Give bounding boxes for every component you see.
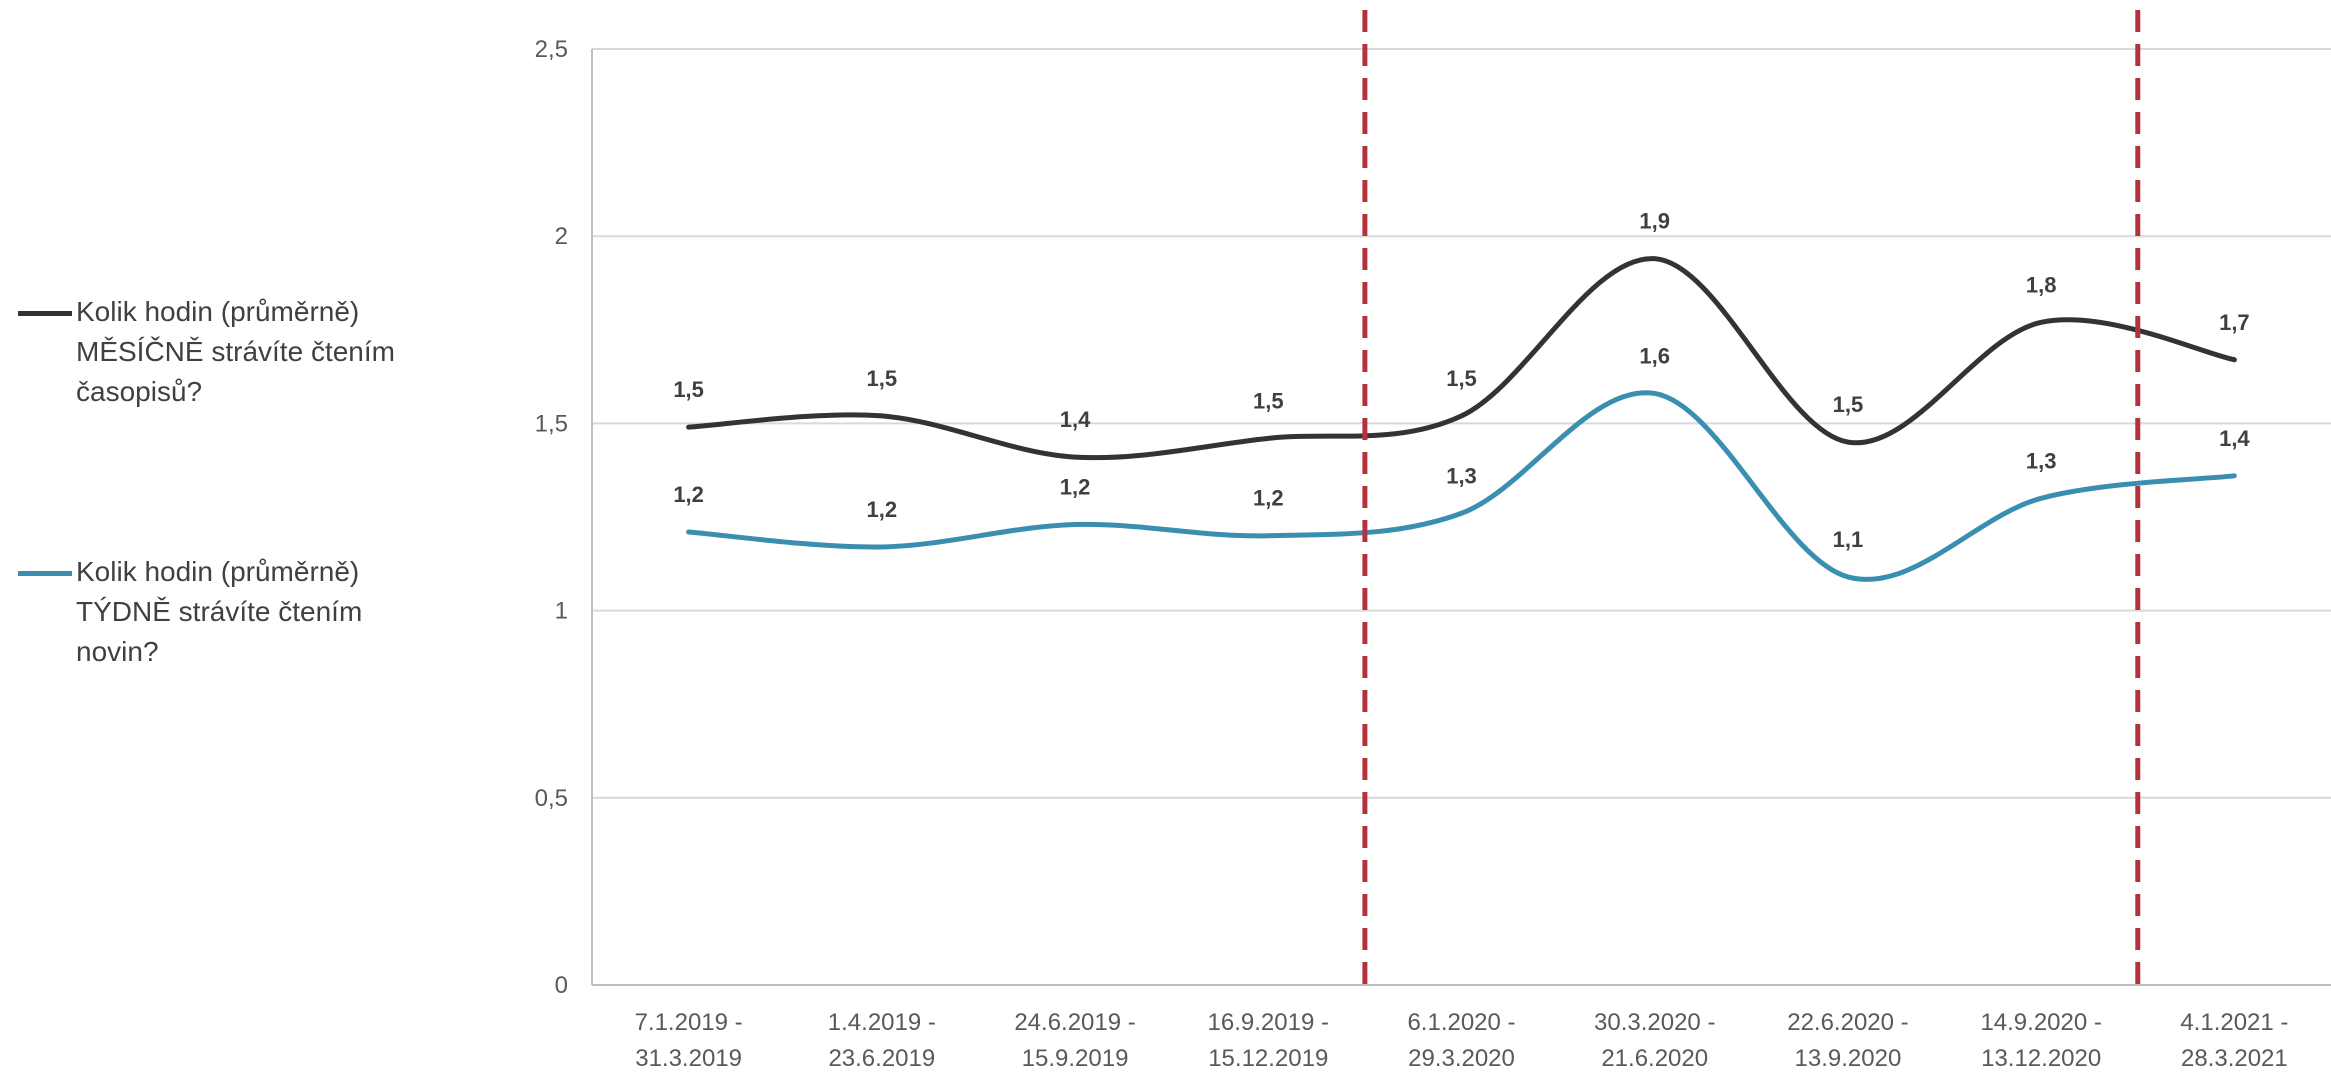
data-label: 1,5 bbox=[1253, 388, 1284, 413]
data-label: 1,1 bbox=[1833, 527, 1864, 552]
x-tick-label: 7.1.2019 -31.3.2019 bbox=[635, 1009, 743, 1072]
data-label: 1,3 bbox=[1446, 463, 1477, 488]
series-line-magazines bbox=[686, 256, 2237, 461]
data-label: 1,6 bbox=[1639, 343, 1670, 368]
x-tick-label: 16.9.2019 -15.12.2019 bbox=[1208, 1009, 1329, 1072]
x-tick-label: 6.1.2020 -29.3.2020 bbox=[1407, 1009, 1515, 1072]
data-label: 1,2 bbox=[867, 497, 898, 522]
y-tick-label: 0,5 bbox=[535, 785, 568, 812]
data-label: 1,2 bbox=[1060, 474, 1091, 499]
legend-item-weekly-newspapers: Kolik hodin (průměrně) TÝDNĚ strávíte čt… bbox=[18, 552, 418, 672]
y-tick-label: 2 bbox=[555, 223, 568, 250]
data-point bbox=[1845, 574, 1850, 579]
x-tick-label: 24.6.2019 -15.9.2019 bbox=[1014, 1009, 1135, 1072]
legend-swatch-magazines bbox=[18, 311, 72, 316]
data-label: 1,5 bbox=[1833, 392, 1864, 417]
x-tick-label: 1.4.2019 -23.6.2019 bbox=[828, 1009, 936, 1072]
data-label: 1,2 bbox=[1253, 486, 1284, 511]
data-label: 1,5 bbox=[1446, 366, 1477, 391]
data-point bbox=[1073, 455, 1078, 460]
legend-label-line: Kolik hodin (průměrně) bbox=[76, 296, 360, 327]
data-point bbox=[686, 425, 691, 430]
data-point bbox=[2039, 496, 2044, 501]
legend-swatch-newspapers bbox=[18, 571, 72, 576]
y-tick-label: 1 bbox=[555, 598, 568, 625]
data-label: 1,2 bbox=[673, 482, 704, 507]
y-tick-label: 2,5 bbox=[535, 36, 568, 63]
x-tick-label: 22.6.2020 -13.9.2020 bbox=[1787, 1009, 1908, 1072]
data-point bbox=[1652, 256, 1657, 261]
data-label: 1,5 bbox=[673, 377, 704, 402]
x-tick-label: 14.9.2020 -13.12.2020 bbox=[1980, 1009, 2101, 1072]
y-tick-label: 1,5 bbox=[535, 410, 568, 437]
legend-label-line: časopisů? bbox=[76, 376, 203, 407]
series-line-newspapers bbox=[686, 390, 2237, 582]
y-tick-label: 0 bbox=[555, 972, 568, 999]
legend-label-line: novin? bbox=[76, 636, 159, 667]
legend-label-line: MĚSÍČNĚ strávíte čtením bbox=[76, 336, 395, 367]
x-tick-label: 4.1.2021 -28.3.2021 bbox=[2180, 1009, 2288, 1072]
data-label: 1,8 bbox=[2026, 272, 2057, 297]
data-label: 1,9 bbox=[1639, 209, 1670, 234]
data-point bbox=[879, 544, 884, 549]
data-label: 1,3 bbox=[2026, 448, 2057, 473]
data-point bbox=[1845, 440, 1850, 445]
data-label: 1,7 bbox=[2219, 310, 2250, 335]
data-point bbox=[1459, 413, 1464, 418]
data-point bbox=[1459, 511, 1464, 516]
data-point bbox=[879, 413, 884, 418]
data-point bbox=[686, 529, 691, 534]
legend-item-monthly-magazines: Kolik hodin (průměrně) MĚSÍČNĚ strávíte … bbox=[18, 292, 418, 412]
data-point bbox=[2232, 357, 2237, 362]
data-point bbox=[2232, 473, 2237, 478]
data-point bbox=[1073, 522, 1078, 527]
x-tick-label: 30.3.2020 -21.6.2020 bbox=[1594, 1009, 1715, 1072]
data-point bbox=[1266, 436, 1271, 441]
data-point bbox=[1652, 391, 1657, 396]
legend-label-line: Kolik hodin (průměrně) bbox=[76, 556, 360, 587]
data-label: 1,4 bbox=[2219, 426, 2250, 451]
data-label: 1,4 bbox=[1060, 407, 1091, 432]
data-point bbox=[1266, 533, 1271, 538]
legend-label-line: TÝDNĚ strávíte čtením bbox=[76, 596, 363, 627]
data-label: 1,5 bbox=[867, 366, 898, 391]
data-point bbox=[2039, 320, 2044, 325]
